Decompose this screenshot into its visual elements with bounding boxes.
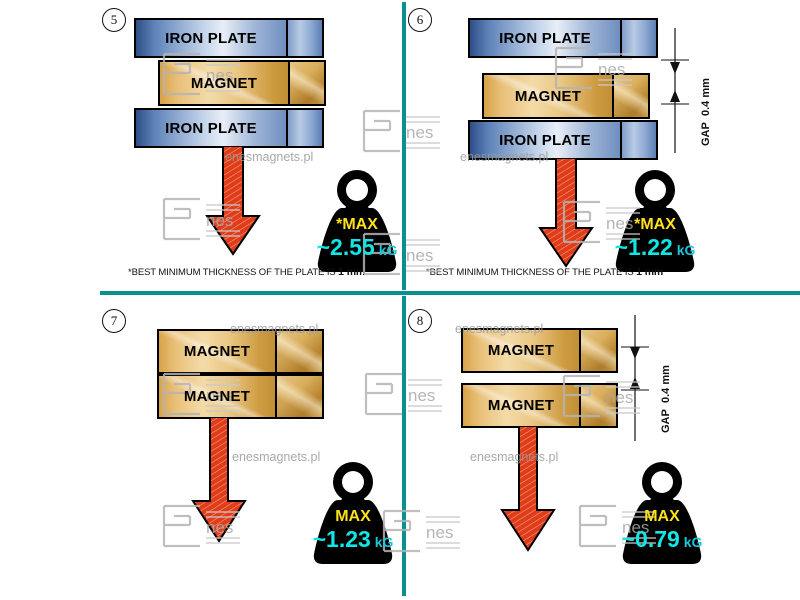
magnet-block: MAGNET <box>461 328 618 373</box>
weight-max-label: MAX <box>644 508 680 525</box>
iron-plate-block: IRON PLATE <box>468 120 658 160</box>
panel-6: 6 IRON PLATE MAGNET IRON PLATE <box>406 0 800 291</box>
panel-caption: *BEST MINIMUM THICKNESS OF THE PLATE IS … <box>426 266 663 278</box>
weight-value: ~1.23 <box>312 526 371 552</box>
block-label: IRON PLATE <box>499 29 591 47</box>
gap-value-text: 0.4 mm <box>700 78 712 117</box>
block-front-face: MAGNET <box>159 331 275 372</box>
weight-badge: *MAX ~2.55 kG <box>304 166 410 276</box>
block-front-face: IRON PLATE <box>136 110 286 146</box>
magnet-block: MAGNET <box>157 374 324 419</box>
block-label: IRON PLATE <box>499 131 591 149</box>
block-side-face <box>579 385 616 426</box>
caption-bold: 1 mm <box>338 266 366 278</box>
block-label: IRON PLATE <box>165 29 257 47</box>
block-front-face: IRON PLATE <box>470 20 620 56</box>
block-label: MAGNET <box>514 87 582 105</box>
weight-value-row: ~0.79 kG <box>609 526 715 553</box>
panel-caption: *BEST MINIMUM THICKNESS OF THE PLATE IS … <box>128 266 365 278</box>
weight-max-label: *MAX <box>336 216 378 233</box>
weight-value-row: ~1.22 kG <box>602 234 708 261</box>
weight-unit: kG <box>679 534 703 550</box>
vertical-divider-top <box>402 2 406 290</box>
magnet-block: MAGNET <box>461 383 618 428</box>
block-front-face: MAGNET <box>463 330 579 371</box>
gap-label: GAP 0.4 mm <box>700 78 712 146</box>
block-side-face <box>620 20 656 56</box>
weight-value: ~1.22 <box>614 234 673 260</box>
force-arrow-down <box>190 417 248 545</box>
weight-unit: kG <box>370 534 394 550</box>
weight-value: ~2.55 <box>316 234 375 260</box>
block-front-face: MAGNET <box>160 62 288 104</box>
block-front-face: IRON PLATE <box>470 122 620 158</box>
block-side-face <box>288 62 324 104</box>
panel-number-badge: 8 <box>408 309 432 333</box>
iron-plate-block: IRON PLATE <box>134 108 324 148</box>
caption-text: *BEST MINIMUM THICKNESS OF THE PLATE IS <box>426 267 637 278</box>
block-side-face <box>579 330 616 371</box>
gap-label: GAP 0.4 mm <box>660 365 672 433</box>
block-front-face: MAGNET <box>463 385 579 426</box>
force-arrow-down <box>537 158 595 270</box>
weight-value-row: ~2.55 kG <box>304 234 410 261</box>
block-side-face <box>620 122 656 158</box>
block-front-face: MAGNET <box>159 376 275 417</box>
block-side-face <box>286 20 322 56</box>
weight-unit: kG <box>374 242 398 258</box>
panel-number-badge: 7 <box>102 309 126 333</box>
panel-8: 8 MAGNET MAGNET GAP 0.4 mm <box>406 295 800 600</box>
force-arrow-down <box>204 146 262 258</box>
gap-dimension: GAP 0.4 mm <box>658 28 712 153</box>
magnet-block: MAGNET <box>157 329 324 374</box>
weight-max-label: MAX <box>335 508 371 525</box>
block-label: MAGNET <box>190 74 258 92</box>
block-front-face: IRON PLATE <box>136 20 286 56</box>
gap-dimension: GAP 0.4 mm <box>618 315 672 441</box>
weight-unit: kG <box>672 242 696 258</box>
horizontal-divider <box>100 291 800 295</box>
weight-badge: MAX ~1.23 kG <box>300 458 406 568</box>
magnet-block: MAGNET <box>482 73 650 119</box>
vertical-divider-bottom <box>402 296 406 596</box>
caption-text: *BEST MINIMUM THICKNESS OF THE PLATE IS <box>128 267 339 278</box>
panel-5: 5 IRON PLATE MAGNET IRON PLATE <box>0 0 402 291</box>
block-label: MAGNET <box>487 397 555 414</box>
force-arrow-down <box>499 426 557 554</box>
caption-bold: 1 mm <box>636 266 664 278</box>
block-side-face <box>275 376 322 417</box>
gap-label-text: GAP <box>700 122 712 146</box>
block-label: IRON PLATE <box>165 119 257 137</box>
weight-value: ~0.79 <box>621 526 680 552</box>
iron-plate-block: IRON PLATE <box>134 18 324 58</box>
block-side-face <box>286 110 322 146</box>
block-side-face <box>612 75 648 117</box>
gap-label-text: GAP <box>660 409 672 433</box>
magnet-block: MAGNET <box>158 60 326 106</box>
block-label: MAGNET <box>487 342 555 359</box>
weight-badge: *MAX ~1.22 kG <box>602 166 708 276</box>
iron-plate-block: IRON PLATE <box>468 18 658 58</box>
block-label: MAGNET <box>183 343 251 360</box>
block-front-face: MAGNET <box>484 75 612 117</box>
panel-number-badge: 5 <box>102 8 126 32</box>
block-label: MAGNET <box>183 388 251 405</box>
gap-value-text: 0.4 mm <box>660 365 672 404</box>
panel-7: 7 MAGNET MAGNET <box>0 295 402 600</box>
weight-badge: MAX ~0.79 kG <box>609 458 715 568</box>
panel-number-badge: 6 <box>408 8 432 32</box>
block-side-face <box>275 331 322 372</box>
weight-max-label: *MAX <box>634 216 676 233</box>
weight-value-row: ~1.23 kG <box>300 526 406 553</box>
